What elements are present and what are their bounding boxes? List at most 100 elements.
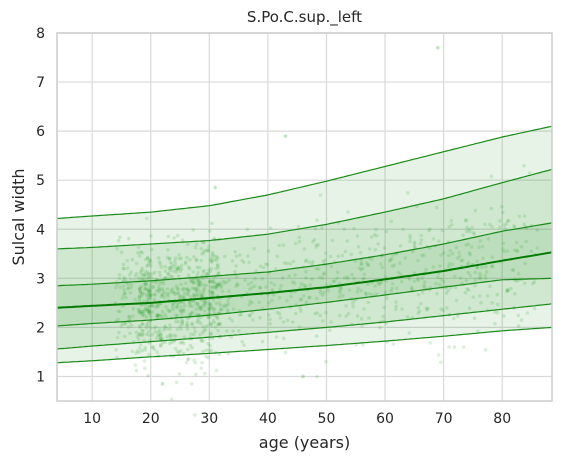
scatter-point xyxy=(144,287,149,292)
scatter-point xyxy=(162,290,167,295)
scatter-point xyxy=(171,302,175,307)
scatter-point xyxy=(115,335,120,340)
scatter-point xyxy=(250,285,254,290)
scatter-point xyxy=(167,309,171,314)
scatter-point xyxy=(502,223,507,227)
scatter-point xyxy=(331,279,336,284)
scatter-point xyxy=(140,309,145,314)
scatter-point xyxy=(186,242,190,247)
scatter-point xyxy=(341,294,345,298)
scatter-point xyxy=(158,330,163,335)
scatter-point xyxy=(390,286,394,291)
scatter-point xyxy=(175,291,180,295)
scatter-point xyxy=(416,278,421,282)
scatter-point xyxy=(246,282,251,287)
scatter-point xyxy=(152,297,156,302)
scatter-point xyxy=(277,312,282,316)
scatter-point xyxy=(337,295,342,299)
scatter-point xyxy=(150,332,155,337)
scatter-point xyxy=(464,219,468,223)
scatter-point xyxy=(156,290,161,294)
scatter-point xyxy=(248,313,252,318)
scatter-point xyxy=(218,281,222,285)
scatter-point xyxy=(146,304,151,308)
scatter-point xyxy=(187,300,192,304)
scatter-point xyxy=(145,298,149,303)
scatter-point xyxy=(126,325,131,329)
scatter-point xyxy=(157,327,162,332)
scatter-point xyxy=(148,284,152,288)
scatter-point xyxy=(338,313,342,318)
scatter-point xyxy=(431,265,436,269)
scatter-point xyxy=(465,262,470,267)
scatter-point xyxy=(396,270,401,275)
scatter-point xyxy=(143,286,147,290)
scatter-point xyxy=(210,290,215,295)
scatter-point xyxy=(174,270,178,275)
scatter-point xyxy=(350,272,354,277)
scatter-point xyxy=(484,264,488,269)
scatter-point xyxy=(452,274,457,279)
scatter-point xyxy=(140,322,145,327)
scatter-point xyxy=(516,324,521,328)
scatter-point xyxy=(473,270,478,275)
scatter-point xyxy=(179,256,183,261)
scatter-point xyxy=(472,316,477,321)
scatter-point xyxy=(417,309,422,314)
scatter-point xyxy=(158,333,163,338)
scatter-point xyxy=(201,270,205,274)
scatter-point xyxy=(135,349,140,353)
scatter-point xyxy=(235,282,239,286)
scatter-point xyxy=(154,305,158,310)
scatter-point xyxy=(513,225,517,229)
scatter-point xyxy=(169,266,174,270)
scatter-point xyxy=(220,289,225,294)
scatter-point xyxy=(466,271,471,275)
scatter-point xyxy=(146,309,150,313)
scatter-point xyxy=(203,300,207,305)
scatter-point xyxy=(126,282,130,287)
scatter-point xyxy=(447,261,452,266)
scatter-point xyxy=(356,286,360,291)
scatter-point xyxy=(425,308,429,312)
scatter-point xyxy=(490,264,494,269)
scatter-point xyxy=(150,247,154,252)
scatter-point xyxy=(202,301,206,306)
scatter-point xyxy=(523,261,527,266)
scatter-point xyxy=(418,241,423,246)
scatter-point xyxy=(137,294,142,298)
scatter-point xyxy=(188,343,193,348)
scatter-point xyxy=(170,290,175,295)
scatter-point xyxy=(342,227,347,231)
scatter-point xyxy=(384,275,388,279)
scatter-point xyxy=(143,282,148,287)
scatter-point xyxy=(382,305,386,310)
scatter-point xyxy=(201,288,206,292)
scatter-point xyxy=(506,288,511,293)
scatter-point xyxy=(380,265,385,270)
scatter-point xyxy=(298,306,302,310)
scatter-point xyxy=(320,276,325,281)
scatter-point xyxy=(372,233,377,237)
scatter-point xyxy=(211,277,216,282)
scatter-point xyxy=(461,233,465,238)
scatter-point xyxy=(202,268,206,273)
scatter-point xyxy=(250,310,255,315)
scatter-point xyxy=(139,286,143,291)
scatter-point xyxy=(145,255,150,260)
scatter-point xyxy=(304,276,308,280)
scatter-point xyxy=(501,249,506,254)
scatter-point xyxy=(351,304,355,309)
scatter-point xyxy=(134,351,138,356)
scatter-point xyxy=(529,249,534,254)
scatter-point xyxy=(505,289,509,294)
scatter-point xyxy=(335,276,339,281)
scatter-point xyxy=(120,296,124,301)
scatter-point xyxy=(488,222,492,227)
scatter-point xyxy=(210,290,214,294)
scatter-point xyxy=(360,277,365,281)
scatter-point xyxy=(202,309,207,313)
scatter-point xyxy=(206,315,210,319)
percentile-line xyxy=(56,326,553,364)
scatter-point xyxy=(500,204,504,209)
